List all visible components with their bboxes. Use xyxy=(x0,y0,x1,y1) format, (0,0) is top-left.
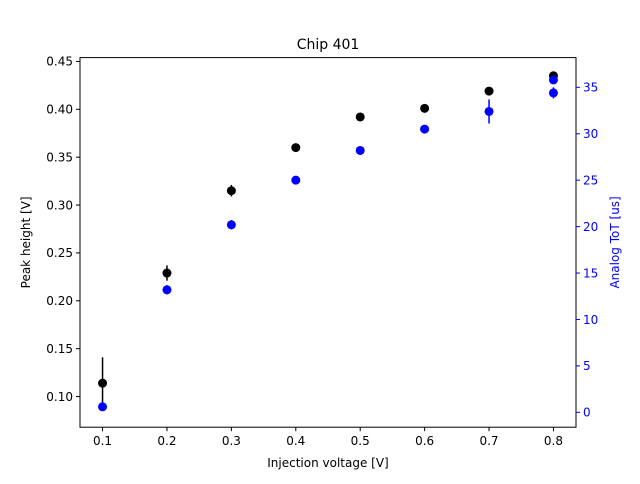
y2-tick-label: 15 xyxy=(583,266,598,280)
y2-tick-label: 30 xyxy=(583,127,598,141)
x-tick-label: 0.8 xyxy=(544,434,563,448)
y2-tick-label: 5 xyxy=(583,359,591,373)
x-tick-label: 0.5 xyxy=(351,434,370,448)
chart-marks xyxy=(98,71,558,412)
data-point xyxy=(162,268,172,278)
y2-tick-label: 25 xyxy=(583,173,598,187)
y-tick-label: 0.35 xyxy=(46,150,73,164)
y-tick-label: 0.20 xyxy=(46,294,73,308)
data-point xyxy=(420,103,430,113)
y-tick-label: 0.10 xyxy=(46,390,73,404)
x-axis-ticks: 0.1 0.2 0.3 0.4 0.5 0.6 0.7 0.8 xyxy=(93,427,563,448)
plot-frame xyxy=(79,57,577,428)
data-point xyxy=(291,143,301,153)
y2-tick-label: 10 xyxy=(583,313,598,327)
x-tick-label: 0.4 xyxy=(286,434,305,448)
y-tick-label: 0.45 xyxy=(46,55,73,69)
x-tick-label: 0.2 xyxy=(157,434,176,448)
data-point xyxy=(98,402,108,412)
data-point xyxy=(291,175,301,185)
x-tick-label: 0.6 xyxy=(415,434,434,448)
y2-tick-label: 20 xyxy=(583,220,598,234)
y2-tick-label: 0 xyxy=(583,406,591,420)
data-point xyxy=(484,86,494,96)
y-tick-label: 0.25 xyxy=(46,246,73,260)
chart-title: Chip 401 xyxy=(297,37,360,53)
x-axis-label: Injection voltage [V] xyxy=(267,456,388,470)
data-point xyxy=(355,112,365,122)
data-point xyxy=(98,378,108,388)
data-point xyxy=(548,75,558,85)
x-tick-label: 0.7 xyxy=(479,434,498,448)
data-point xyxy=(420,124,430,134)
y-axis-ticks: 0.10 0.15 0.20 0.25 0.30 0.35 0.40 0.45 xyxy=(46,55,80,404)
y2-tick-label: 35 xyxy=(583,81,598,95)
x-tick-label: 0.3 xyxy=(222,434,241,448)
data-point xyxy=(484,106,494,116)
y-tick-label: 0.30 xyxy=(46,198,73,212)
x-tick-label: 0.1 xyxy=(93,434,112,448)
y-tick-label: 0.40 xyxy=(46,103,73,117)
y-axis-label: Peak height [V] xyxy=(19,196,33,288)
y2-axis-label: Analog ToT [us] xyxy=(608,196,622,288)
y2-axis-ticks: 0 5 10 15 20 25 30 35 xyxy=(576,81,598,420)
data-point xyxy=(226,186,236,196)
data-point xyxy=(226,220,236,230)
data-point xyxy=(162,285,172,295)
y-tick-label: 0.15 xyxy=(46,342,73,356)
data-point xyxy=(355,145,365,155)
data-point xyxy=(548,88,558,98)
